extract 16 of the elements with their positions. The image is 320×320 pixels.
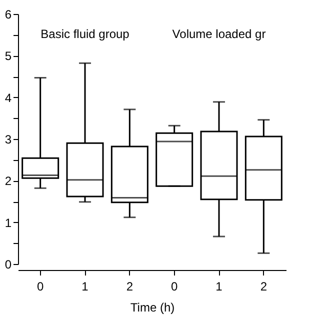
x-tick-label: 2 [260, 280, 268, 294]
x-tick-label: 0 [170, 280, 178, 294]
x-tick-label: 2 [126, 280, 134, 294]
y-tick-label: 1 [4, 216, 12, 230]
y-tick-label: 5 [4, 49, 12, 64]
annotation: Basic fluid group [40, 27, 130, 41]
y-tick-label: 3 [4, 132, 12, 146]
x-tick-label: 0 [36, 280, 44, 294]
y-tick-label: 0 [4, 258, 12, 272]
x-axis-title: Time (h) [130, 300, 175, 314]
annotation: Volume loaded gr [172, 27, 266, 41]
y-tick-label: 6 [4, 8, 12, 22]
y-tick-label: 4 [4, 90, 12, 105]
x-tick-label: 1 [216, 280, 223, 294]
y-tick-label: 2 [4, 174, 12, 188]
x-tick-label: 1 [82, 280, 89, 294]
